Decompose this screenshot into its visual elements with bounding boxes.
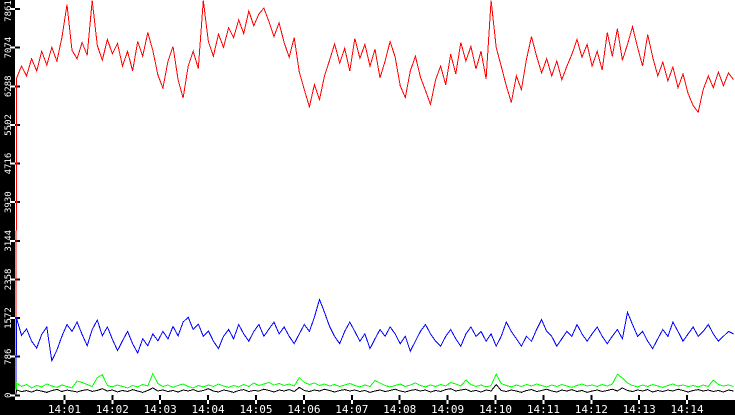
y-tick-inner — [10, 201, 15, 204]
y-tick-inner — [10, 162, 15, 165]
x-tick-label: 14:07 — [335, 403, 368, 415]
series-blue-line — [15, 297, 734, 396]
x-tick-label: 14:14 — [671, 403, 704, 415]
x-tick-outer — [207, 395, 210, 400]
y-tick-label: 0 — [4, 393, 14, 398]
x-tick-inner — [446, 400, 449, 404]
x-tick-label: 14:09 — [431, 403, 464, 415]
x-tick-inner — [255, 400, 257, 404]
series-green-line — [15, 372, 734, 396]
y-tick-label: 3930 — [4, 191, 14, 213]
y-tick-inner — [10, 85, 15, 88]
x-tick-inner — [494, 400, 497, 404]
y-tick-label: 4716 — [4, 153, 14, 175]
x-tick-outer — [638, 395, 641, 400]
x-tick-inner — [398, 400, 401, 404]
x-tick-inner — [159, 400, 162, 404]
x-tick-label: 14:01 — [48, 403, 81, 415]
y-tick-inner — [10, 8, 15, 10]
x-tick-outer — [446, 395, 449, 400]
x-tick-outer — [63, 395, 66, 400]
x-tick-inner — [542, 400, 545, 404]
x-tick-label: 14:13 — [623, 403, 656, 415]
x-tick-inner — [302, 400, 305, 404]
x-tick-inner — [207, 400, 210, 404]
y-tick-label: 7074 — [4, 37, 14, 59]
y-tick-outer — [15, 123, 20, 126]
y-tick-label: 3144 — [4, 230, 14, 252]
y-tick-inner — [10, 46, 15, 49]
y-tick-label: 7861 — [4, 0, 14, 22]
x-tick-outer — [302, 395, 305, 400]
y-tick-label: 5502 — [4, 114, 14, 136]
x-tick-outer — [398, 395, 401, 400]
y-tick-inner — [10, 123, 15, 126]
x-tick-outer — [542, 395, 545, 400]
x-tick-outer — [111, 395, 114, 400]
x-tick-label: 14:02 — [96, 403, 129, 415]
x-tick-inner — [111, 400, 114, 404]
x-tick-outer — [686, 395, 689, 400]
x-tick-inner — [63, 400, 66, 404]
x-tick-inner — [350, 400, 353, 404]
y-tick-inner — [10, 278, 15, 281]
x-tick-outer — [255, 395, 257, 400]
x-tick-label: 14:05 — [239, 403, 272, 415]
x-tick-inner — [590, 400, 593, 404]
y-tick-outer — [15, 278, 20, 281]
y-tick-outer — [15, 46, 20, 49]
x-tick-label: 14:03 — [144, 403, 177, 415]
y-tick-label: 786 — [4, 349, 14, 365]
y-tick-label: 6288 — [4, 75, 14, 97]
y-tick-outer — [15, 162, 20, 165]
y-tick-outer — [15, 8, 20, 10]
y-tick-outer — [15, 201, 20, 204]
y-tick-outer — [15, 239, 20, 242]
y-tick-label: 1572 — [4, 307, 14, 329]
series-red-line — [15, 0, 734, 396]
y-tick-outer — [15, 317, 20, 320]
x-tick-label: 14:06 — [287, 403, 320, 415]
x-tick-label: 14:11 — [527, 403, 560, 415]
x-tick-label: 14:04 — [192, 403, 225, 415]
x-tick-label: 14:10 — [479, 403, 512, 415]
series-black-line — [15, 383, 734, 396]
x-tick-outer — [590, 395, 593, 400]
y-tick-inner — [10, 355, 15, 358]
x-tick-label: 14:12 — [575, 403, 608, 415]
x-tick-inner — [686, 400, 689, 404]
y-tick-inner — [10, 394, 15, 397]
y-axis-bar — [0, 0, 15, 415]
y-tick-outer — [15, 394, 20, 397]
x-tick-label: 14:08 — [383, 403, 416, 415]
y-tick-outer — [15, 355, 20, 358]
x-tick-outer — [159, 395, 162, 400]
y-tick-label: 2358 — [4, 269, 14, 291]
x-tick-outer — [494, 395, 497, 400]
y-tick-inner — [10, 239, 15, 242]
y-tick-inner — [10, 317, 15, 320]
y-tick-outer — [15, 85, 20, 88]
x-tick-outer — [350, 395, 353, 400]
x-tick-inner — [638, 400, 641, 404]
x-axis-bar — [0, 400, 735, 415]
